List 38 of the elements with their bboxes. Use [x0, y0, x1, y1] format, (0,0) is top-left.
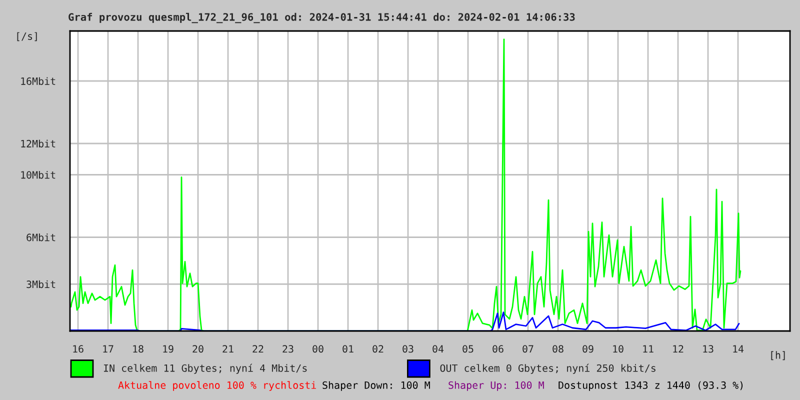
x-tick-label: 00	[312, 345, 324, 353]
x-tick-label: 14	[733, 345, 744, 353]
x-tick-label: 12	[673, 345, 684, 353]
x-tick-label: 09	[582, 345, 594, 353]
x-tick-label: 16	[73, 345, 84, 353]
y-tick-label: 12Mbit	[21, 140, 56, 148]
text: Shaper Down: 100 M	[322, 381, 430, 391]
x-tick-label: 07	[522, 345, 534, 353]
x-tick-label: 23	[282, 345, 294, 353]
chart-title: Graf provozu quesmpl_172_21_96_101 od: 2024-01-31 15:44:41 do: 2024-02-01 14:06:33	[68, 12, 575, 24]
x-axis-title: [h]	[771, 351, 785, 360]
text: Dostupnost 1343 z 1440 (93.3 %)	[558, 381, 743, 391]
x-tick-label: 04	[432, 345, 444, 353]
x-tick-label: 17	[103, 345, 114, 353]
y-tick-label: 6Mbit	[26, 233, 56, 242]
y-tick-label: 10Mbit	[21, 170, 56, 179]
x-tick-label: 01	[342, 345, 354, 353]
x-tick-label: 10	[613, 345, 624, 353]
y-tick-label: 16Mbit	[21, 77, 56, 85]
legend-label: OUT celkem 0 Gbytes; nyní 250 kbit/s	[440, 364, 656, 374]
x-tick-label: 20	[192, 345, 204, 353]
text: Aktualne povoleno 100 % rychlosti	[118, 381, 316, 391]
legend-label: IN celkem 11 Gbytes; nyní 4 Mbit/s	[104, 364, 307, 374]
x-tick-label: 22	[252, 345, 264, 353]
x-tick-label: 02	[372, 345, 384, 353]
line-series	[70, 38, 742, 331]
y-tick-label: 3Mbit	[26, 280, 56, 288]
x-tick-label: 03	[402, 345, 414, 353]
x-tick-label: 19	[163, 345, 174, 353]
x-tick-label: 05	[462, 345, 474, 353]
text: Shaper Up: 100 M	[448, 381, 544, 391]
y-axis-title: [/s]	[17, 32, 37, 42]
x-tick-label: 06	[492, 345, 504, 353]
x-tick-label: 11	[643, 345, 654, 353]
x-tick-label: 13	[703, 345, 714, 353]
x-tick-label: 18	[133, 345, 144, 353]
x-tick-label: 08	[552, 345, 564, 353]
x-tick-label: 21	[222, 345, 234, 353]
